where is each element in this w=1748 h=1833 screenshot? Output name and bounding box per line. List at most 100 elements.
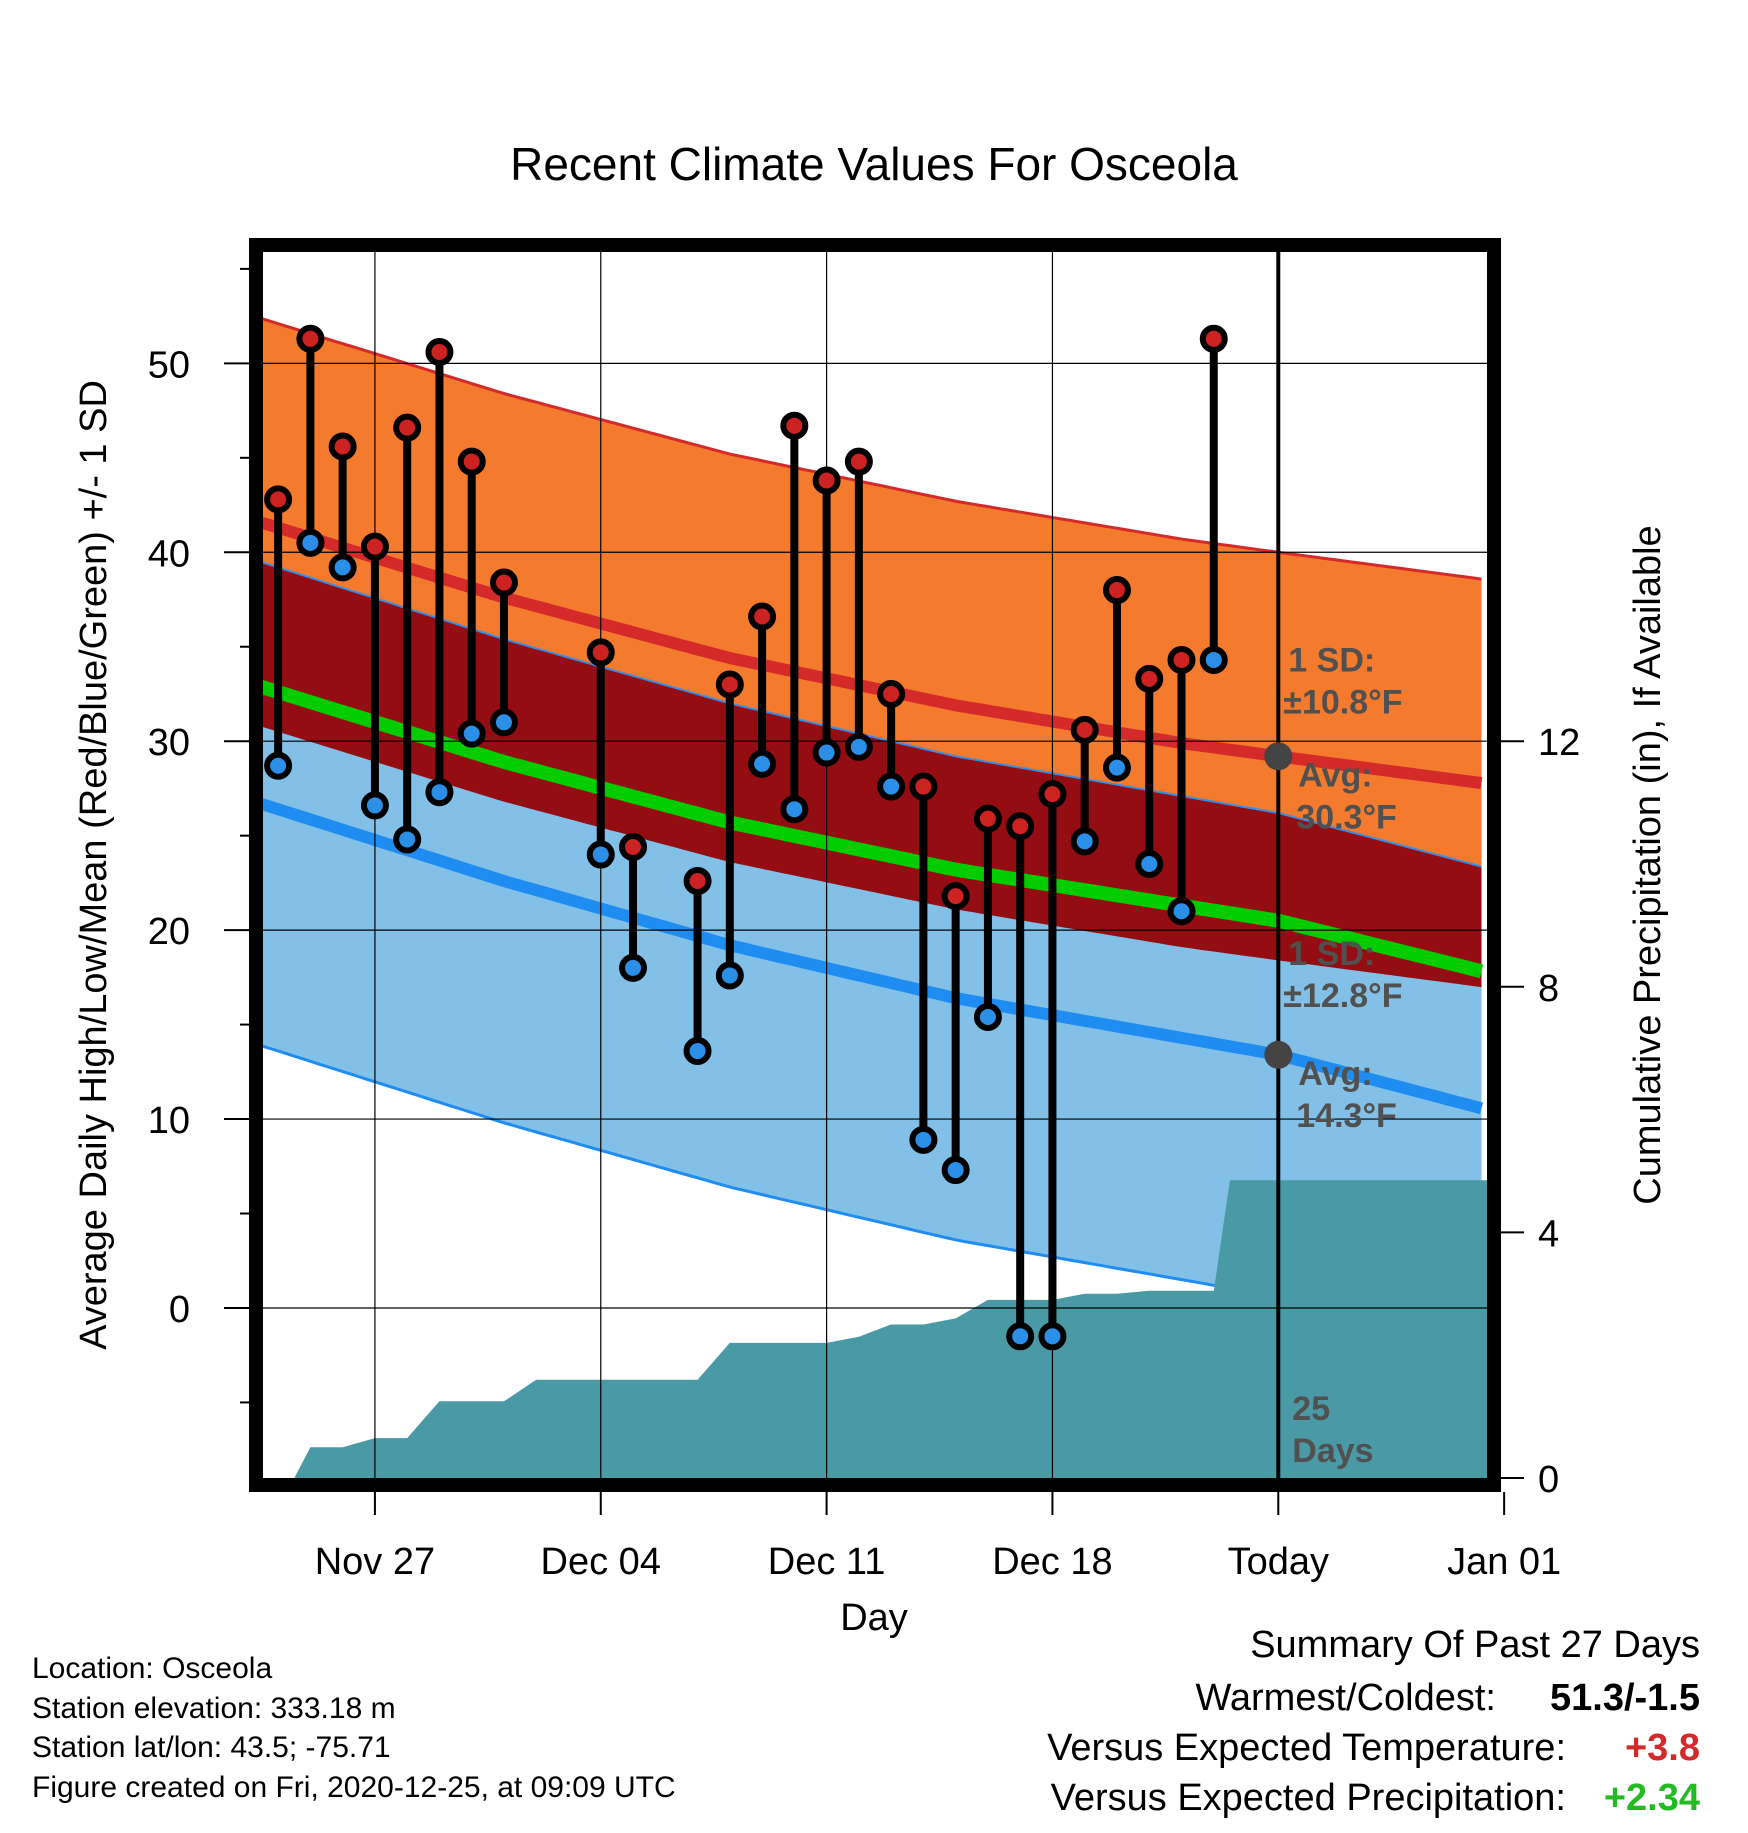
low-point (941, 1156, 970, 1185)
y-tick-label: 10 (148, 1100, 190, 1142)
x-tick-label: Today (1228, 1541, 1329, 1583)
y-tick-label: 40 (148, 533, 190, 575)
y2-tick-label: 12 (1538, 722, 1580, 764)
high-point (748, 602, 777, 631)
y-tick-label: 20 (148, 911, 190, 953)
low-point (489, 708, 518, 737)
high-point (909, 772, 938, 801)
y-axis-label: Average Daily High/Low/Mean (Red/Blue/Gr… (73, 380, 115, 1350)
low-point (715, 961, 744, 990)
high-point (328, 432, 357, 461)
high-point (1199, 324, 1228, 353)
low-point (1167, 897, 1196, 926)
data-markers: 1 SD: ±10.8°F Avg: 30.3°F 1 SD: ±12.8°F Avg: 14… (264, 324, 1402, 1470)
y2-tick-label: 8 (1538, 968, 1559, 1010)
precip-area (278, 1180, 1488, 1478)
low-point (264, 751, 293, 780)
high-point (1135, 664, 1164, 693)
avg-low-dot (1264, 1040, 1293, 1069)
low-point (360, 791, 389, 820)
low-sd-label: 1 SD: (1288, 935, 1375, 973)
summary-precip-value: +2.34 (1604, 1777, 1700, 1819)
summary-warmest-label: Warmest/Coldest: (1195, 1677, 1496, 1719)
plot-area (262, 317, 1488, 1478)
days-word-label: Days (1292, 1432, 1373, 1470)
high-point (877, 679, 906, 708)
summary-title: Summary Of Past 27 Days (1250, 1624, 1700, 1666)
high-point (844, 447, 873, 476)
low-point (780, 795, 809, 824)
high-point (264, 485, 293, 514)
low-sd-value: ±12.8°F (1283, 977, 1402, 1015)
info-elevation: Station elevation: 333.18 m (32, 1692, 396, 1725)
low-point (1135, 850, 1164, 878)
overlap-band (262, 562, 1482, 988)
high-point (1102, 576, 1131, 605)
low-point (393, 825, 422, 854)
high-point (1070, 715, 1099, 744)
y-tick-label: 0 (169, 1289, 190, 1331)
days-count-label: 25 (1292, 1390, 1330, 1428)
info-location: Location: Osceola (32, 1652, 272, 1685)
high-point (425, 338, 454, 367)
low-point (586, 840, 615, 869)
low-point (683, 1037, 712, 1066)
low-point (909, 1125, 938, 1154)
low-point (1006, 1322, 1035, 1351)
low-point (296, 528, 325, 557)
high-point (457, 447, 486, 476)
summary-temp-value: +3.8 (1625, 1727, 1700, 1769)
x-tick-label: Dec 04 (541, 1541, 661, 1583)
high-point (360, 532, 389, 561)
x-tick-label: Nov 27 (315, 1541, 435, 1583)
axes: 0 10 20 30 40 50 0 4 8 12 Nov 27 Dec 04 Dec 11 Dec 18… (148, 267, 1580, 1583)
low-point (328, 553, 357, 582)
low-point (812, 738, 841, 767)
low-point (1038, 1322, 1067, 1351)
low-point (1102, 753, 1131, 782)
high-point (1006, 812, 1035, 841)
low-point (1199, 645, 1228, 674)
high-point (715, 670, 744, 699)
high-sd-label: 1 SD: (1288, 641, 1375, 679)
high-point (586, 638, 615, 667)
high-point (683, 867, 712, 896)
high-point (973, 804, 1002, 833)
y-tick-label: 50 (148, 344, 190, 386)
plot-frame (249, 238, 1501, 1492)
high-avg-value: 30.3°F (1296, 798, 1397, 836)
high-point (1038, 780, 1067, 809)
high-point (393, 413, 422, 442)
summary-temp-label: Versus Expected Temperature: (1047, 1727, 1566, 1769)
avg-high-dot (1264, 742, 1293, 771)
x-axis-label: Day (840, 1597, 908, 1639)
low-point (1070, 827, 1099, 856)
y2-tick-label: 4 (1538, 1213, 1559, 1255)
high-point (619, 832, 648, 861)
info-created: Figure created on Fri, 2020-12-25, at 09… (32, 1771, 676, 1804)
chart-title: Recent Climate Values For Osceola (510, 138, 1238, 190)
low-point (748, 749, 777, 778)
station-info: Location: Osceola Station elevation: 333… (32, 1652, 676, 1804)
x-tick-label: Dec 18 (992, 1541, 1112, 1583)
low-point (973, 1003, 1002, 1032)
low-point (877, 772, 906, 801)
summary-panel: Summary Of Past 27 Days Warmest/Coldest:… (1047, 1624, 1700, 1819)
low-point (619, 953, 648, 982)
low-point (844, 732, 873, 761)
high-sd-value: ±10.8°F (1283, 683, 1402, 721)
high-point (296, 324, 325, 353)
y-tick-label: 30 (148, 722, 190, 764)
high-point (941, 882, 970, 911)
y2-axis-label: Cumulative Precipitation (in), If Availa… (1627, 525, 1669, 1204)
high-avg-label: Avg: (1298, 756, 1372, 794)
y2-tick-label: 0 (1538, 1459, 1559, 1501)
summary-precip-label: Versus Expected Precipitation: (1051, 1777, 1566, 1819)
low-point (425, 778, 454, 807)
low-avg-value: 14.3°F (1296, 1097, 1397, 1135)
high-point (780, 411, 809, 440)
low-point (457, 719, 486, 748)
low-avg-label: Avg: (1298, 1055, 1372, 1093)
x-tick-label: Jan 01 (1447, 1541, 1561, 1583)
